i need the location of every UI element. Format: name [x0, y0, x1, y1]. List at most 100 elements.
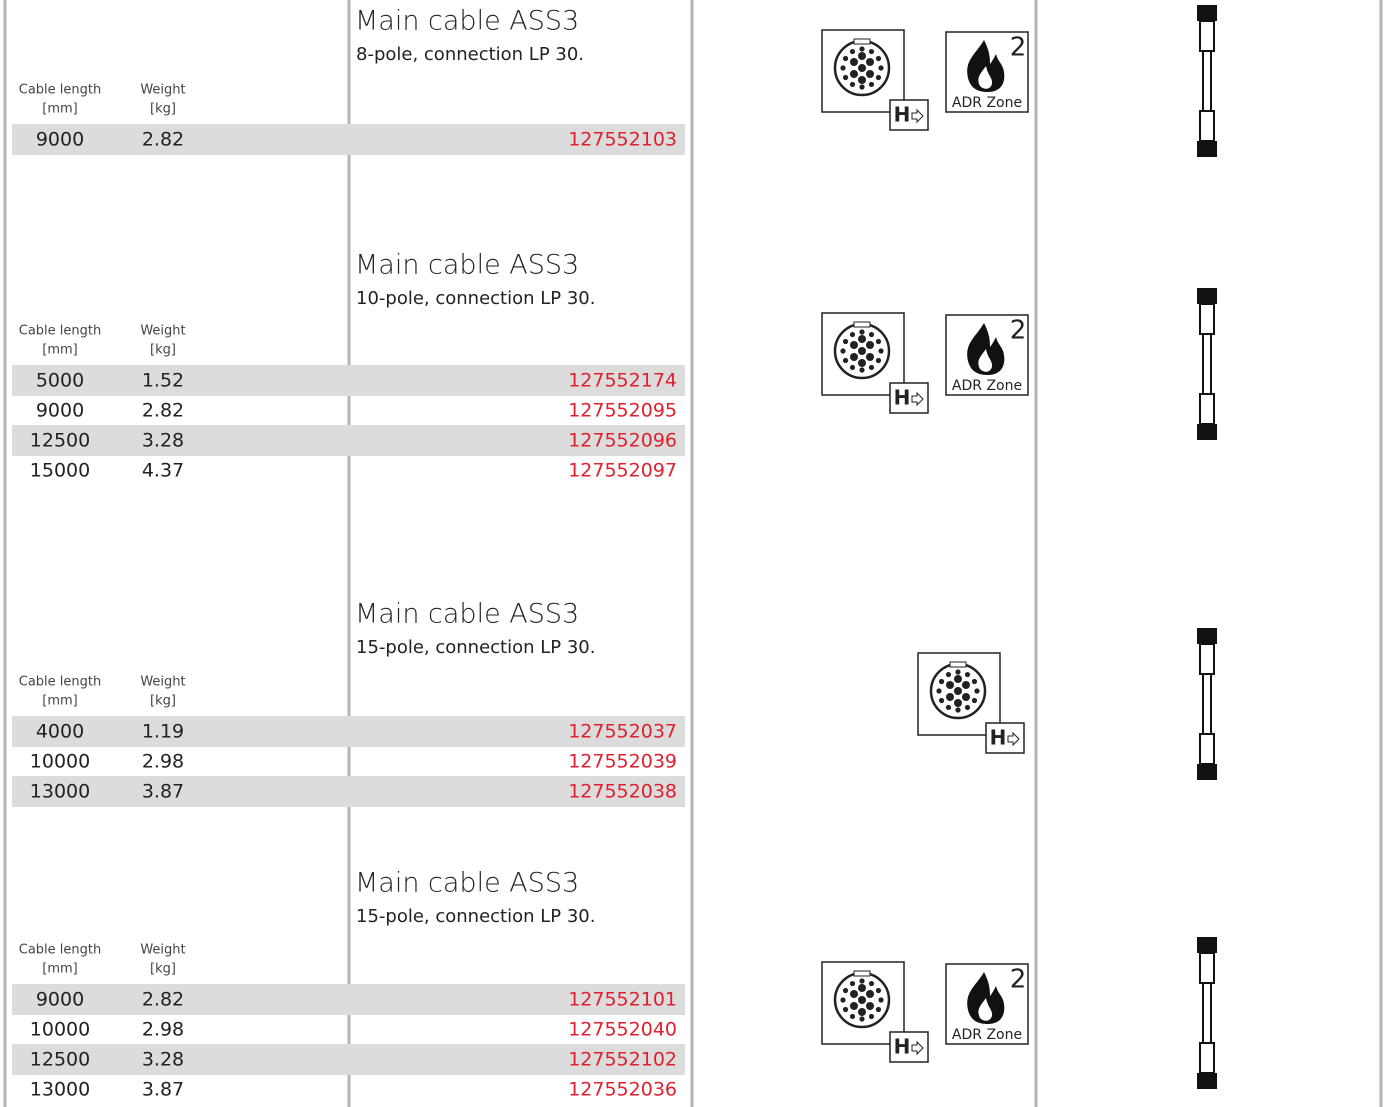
pin	[955, 669, 961, 675]
section-subtitle: 15-pole, connection LP 30.	[356, 637, 595, 658]
section-subtitle: 10-pole, connection LP 30.	[356, 288, 595, 309]
pin	[878, 65, 884, 71]
adr-icon: 2 ADR Zone	[945, 314, 1029, 396]
article-number: 127552095	[568, 400, 677, 422]
cable-length: 12500	[30, 430, 90, 452]
pin	[849, 980, 856, 987]
pin	[850, 341, 858, 349]
pin	[875, 338, 882, 345]
adr-icon: 2 ADR Zone	[945, 963, 1029, 1045]
pin	[858, 52, 866, 60]
cable-length: 9000	[36, 129, 84, 151]
pin	[858, 335, 866, 343]
weight: 2.98	[142, 1019, 184, 1041]
cable-length: 9000	[36, 989, 84, 1011]
pin	[875, 55, 882, 62]
plug	[1197, 424, 1217, 440]
pin	[842, 55, 849, 62]
pin	[842, 1006, 849, 1013]
pin	[850, 353, 858, 361]
pin	[849, 331, 856, 338]
row-shade	[12, 1044, 685, 1075]
article-number: 127552039	[568, 751, 677, 773]
section-title: Main cable ASS3	[355, 868, 579, 899]
plug-key	[853, 970, 871, 977]
flame	[967, 40, 1005, 92]
article-number: 127552036	[568, 1079, 677, 1101]
pin	[866, 58, 874, 66]
plug-key	[949, 661, 967, 668]
pin	[938, 697, 945, 704]
pin	[849, 81, 856, 88]
cable-length: 10000	[30, 1019, 90, 1041]
weight: 2.98	[142, 751, 184, 773]
header-unit: [kg]	[150, 343, 176, 358]
pin	[964, 671, 971, 678]
header: Cable length	[19, 675, 101, 690]
row-shade	[12, 984, 685, 1015]
cable-length: 15000	[30, 460, 90, 482]
flame-inner	[978, 66, 993, 89]
weight: 1.52	[142, 370, 184, 392]
pin	[859, 329, 865, 335]
header-unit: [mm]	[42, 694, 77, 709]
header-unit: [kg]	[150, 694, 176, 709]
sleeve	[1199, 393, 1215, 425]
pin	[971, 697, 978, 704]
pin	[868, 1013, 875, 1020]
pin	[875, 357, 882, 364]
section-subtitle: 8-pole, connection LP 30.	[356, 44, 584, 65]
connector-icon: H	[821, 312, 929, 414]
pin	[936, 688, 942, 694]
section-subtitle: 15-pole, connection LP 30.	[356, 906, 595, 927]
pin	[878, 348, 884, 354]
article-number: 127552096	[568, 430, 677, 452]
row-shade	[12, 425, 685, 456]
header: Weight	[140, 324, 185, 339]
badge-arrow	[1007, 731, 1020, 747]
pin	[868, 364, 875, 371]
pin	[954, 699, 962, 707]
pin	[945, 671, 952, 678]
header-unit: [mm]	[42, 343, 77, 358]
pin	[850, 58, 858, 66]
article-number: 127552101	[568, 989, 677, 1011]
cable-length: 13000	[30, 781, 90, 803]
article-number: 127552103	[568, 129, 677, 151]
pin	[868, 81, 875, 88]
pin	[850, 1002, 858, 1010]
flame-inner	[978, 349, 993, 372]
pin	[840, 997, 846, 1003]
adr-zone-label: ADR Zone	[952, 95, 1022, 111]
pin	[859, 1016, 865, 1022]
pin	[938, 678, 945, 685]
pin	[859, 46, 865, 52]
weight: 2.82	[142, 400, 184, 422]
plug	[1197, 141, 1217, 157]
row-shade	[12, 124, 685, 155]
pin	[875, 987, 882, 994]
pin	[962, 693, 970, 701]
cable-length: 10000	[30, 751, 90, 773]
row-shade	[12, 776, 685, 807]
sleeve	[1199, 643, 1215, 675]
cable-length: 9000	[36, 400, 84, 422]
pin	[868, 980, 875, 987]
pin	[946, 681, 954, 689]
article-number: 127552102	[568, 1049, 677, 1071]
header: Weight	[140, 943, 185, 958]
pin	[868, 331, 875, 338]
pin	[840, 348, 846, 354]
pin	[962, 681, 970, 689]
weight: 2.82	[142, 989, 184, 1011]
plug-key	[853, 321, 871, 328]
adr-zone-label: ADR Zone	[952, 1027, 1022, 1043]
adr-zone-number: 2	[1010, 33, 1027, 63]
pin	[842, 74, 849, 81]
connector-icon: H	[917, 652, 1025, 754]
cable-drawing	[1197, 937, 1217, 1089]
header: Cable length	[19, 943, 101, 958]
pin	[974, 688, 980, 694]
pin	[866, 353, 874, 361]
cable-length: 4000	[36, 721, 84, 743]
